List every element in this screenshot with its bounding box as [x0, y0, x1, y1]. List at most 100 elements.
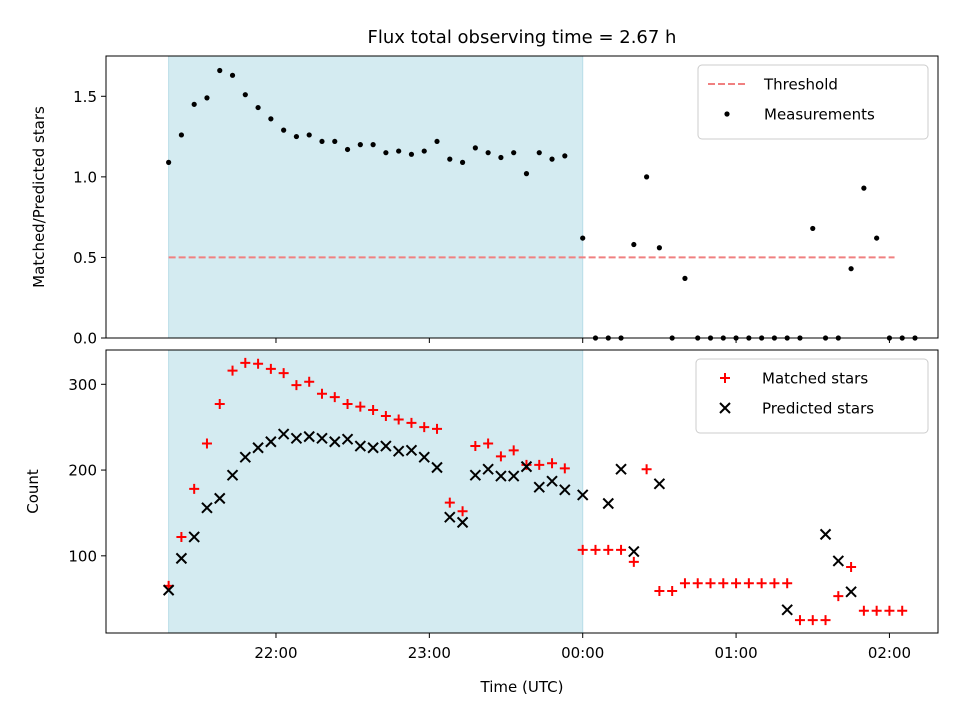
legend-box	[695, 358, 929, 434]
data-point	[281, 127, 287, 133]
x-tick-label: 00:00	[561, 644, 604, 662]
data-point	[178, 132, 185, 138]
data-point	[214, 492, 226, 505]
data-point	[217, 67, 223, 74]
data-point	[536, 150, 542, 156]
y-tick-label: 1.0	[73, 168, 97, 186]
data-point	[277, 428, 290, 440]
data-point	[370, 142, 376, 148]
data-point	[380, 411, 391, 422]
data-point	[367, 442, 379, 454]
data-point	[615, 463, 627, 475]
data-point	[444, 511, 456, 523]
data-point	[418, 451, 430, 463]
data-point	[523, 171, 530, 177]
legend-label: Matched stars	[762, 370, 868, 388]
data-point	[457, 506, 468, 517]
data-point	[667, 585, 678, 596]
data-point	[656, 245, 662, 251]
data-point	[253, 358, 264, 369]
plot-frame	[105, 349, 939, 634]
data-point	[718, 578, 729, 589]
data-point	[421, 148, 427, 154]
data-point	[495, 451, 506, 462]
data-point	[459, 159, 466, 165]
data-point	[482, 463, 494, 475]
data-point	[393, 414, 404, 425]
x-tick-label: 01:00	[714, 644, 757, 662]
y-tick-label: 100	[68, 547, 97, 565]
data-point	[653, 478, 666, 490]
data-point	[204, 95, 210, 101]
data-point	[520, 460, 533, 473]
observing-span-shade	[168, 350, 583, 633]
data-point	[846, 561, 857, 572]
plot-frame	[105, 55, 939, 339]
legend-swatch	[720, 373, 730, 383]
data-point	[756, 578, 767, 589]
data-point	[871, 605, 882, 616]
data-point	[679, 578, 690, 589]
data-point	[616, 544, 627, 555]
data-point	[354, 440, 367, 452]
legend-swatch	[724, 111, 730, 117]
data-point	[861, 185, 867, 191]
data-point	[705, 578, 716, 589]
legend: Threshold Measurements	[697, 64, 929, 140]
data-point	[434, 138, 440, 145]
data-point	[562, 153, 568, 159]
data-point	[291, 380, 302, 391]
data-point	[769, 578, 780, 589]
data-point	[644, 174, 650, 180]
data-point	[188, 531, 200, 543]
data-point	[201, 438, 212, 449]
data-point	[189, 483, 200, 494]
data-point	[242, 92, 248, 98]
y-tick-label: 0.0	[73, 330, 97, 348]
series-measurements	[166, 67, 918, 341]
data-point	[303, 430, 315, 443]
series-predicted-stars	[162, 428, 857, 616]
data-point	[444, 497, 455, 508]
data-point	[162, 584, 175, 596]
data-point	[319, 138, 325, 145]
data-point	[290, 432, 303, 445]
data-point	[432, 423, 443, 434]
observing-span-shade	[168, 56, 583, 338]
data-point	[419, 422, 430, 433]
data-point	[521, 459, 532, 470]
data-point	[447, 156, 453, 162]
data-point	[472, 145, 478, 151]
data-point	[252, 442, 264, 454]
data-point	[546, 475, 558, 487]
data-point	[794, 615, 805, 626]
data-point	[654, 585, 665, 596]
data-point	[383, 150, 389, 156]
data-point	[810, 225, 816, 232]
data-point	[329, 392, 340, 403]
data-point	[214, 399, 225, 410]
data-point	[166, 159, 172, 165]
data-point	[631, 241, 637, 248]
data-point	[884, 605, 895, 616]
data-point	[191, 101, 197, 107]
data-point	[495, 470, 507, 482]
data-point	[576, 489, 589, 501]
data-point	[265, 363, 276, 374]
data-point	[396, 148, 402, 154]
data-point	[845, 586, 857, 598]
x-tick-label: 22:00	[254, 644, 297, 662]
data-point	[485, 150, 491, 156]
y-tick-label: 1.5	[73, 88, 97, 106]
data-point	[820, 615, 831, 626]
data-point	[832, 555, 845, 567]
data-point	[628, 556, 639, 567]
data-point	[781, 604, 793, 616]
data-point	[406, 417, 417, 428]
y-tick-label: 200	[68, 462, 97, 480]
data-point	[819, 528, 832, 541]
x-axis-label: Time (UTC)	[480, 678, 564, 696]
data-point	[316, 388, 327, 399]
data-point	[175, 552, 188, 565]
data-point	[355, 401, 366, 412]
